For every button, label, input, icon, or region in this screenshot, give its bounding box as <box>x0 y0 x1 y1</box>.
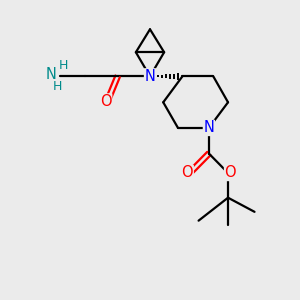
Text: N: N <box>145 69 155 84</box>
Text: N: N <box>46 67 57 82</box>
Text: O: O <box>225 166 236 181</box>
Text: O: O <box>182 166 193 181</box>
Text: N: N <box>203 120 214 135</box>
Text: H: H <box>52 80 62 93</box>
Text: O: O <box>100 94 112 109</box>
Text: H: H <box>58 59 68 72</box>
